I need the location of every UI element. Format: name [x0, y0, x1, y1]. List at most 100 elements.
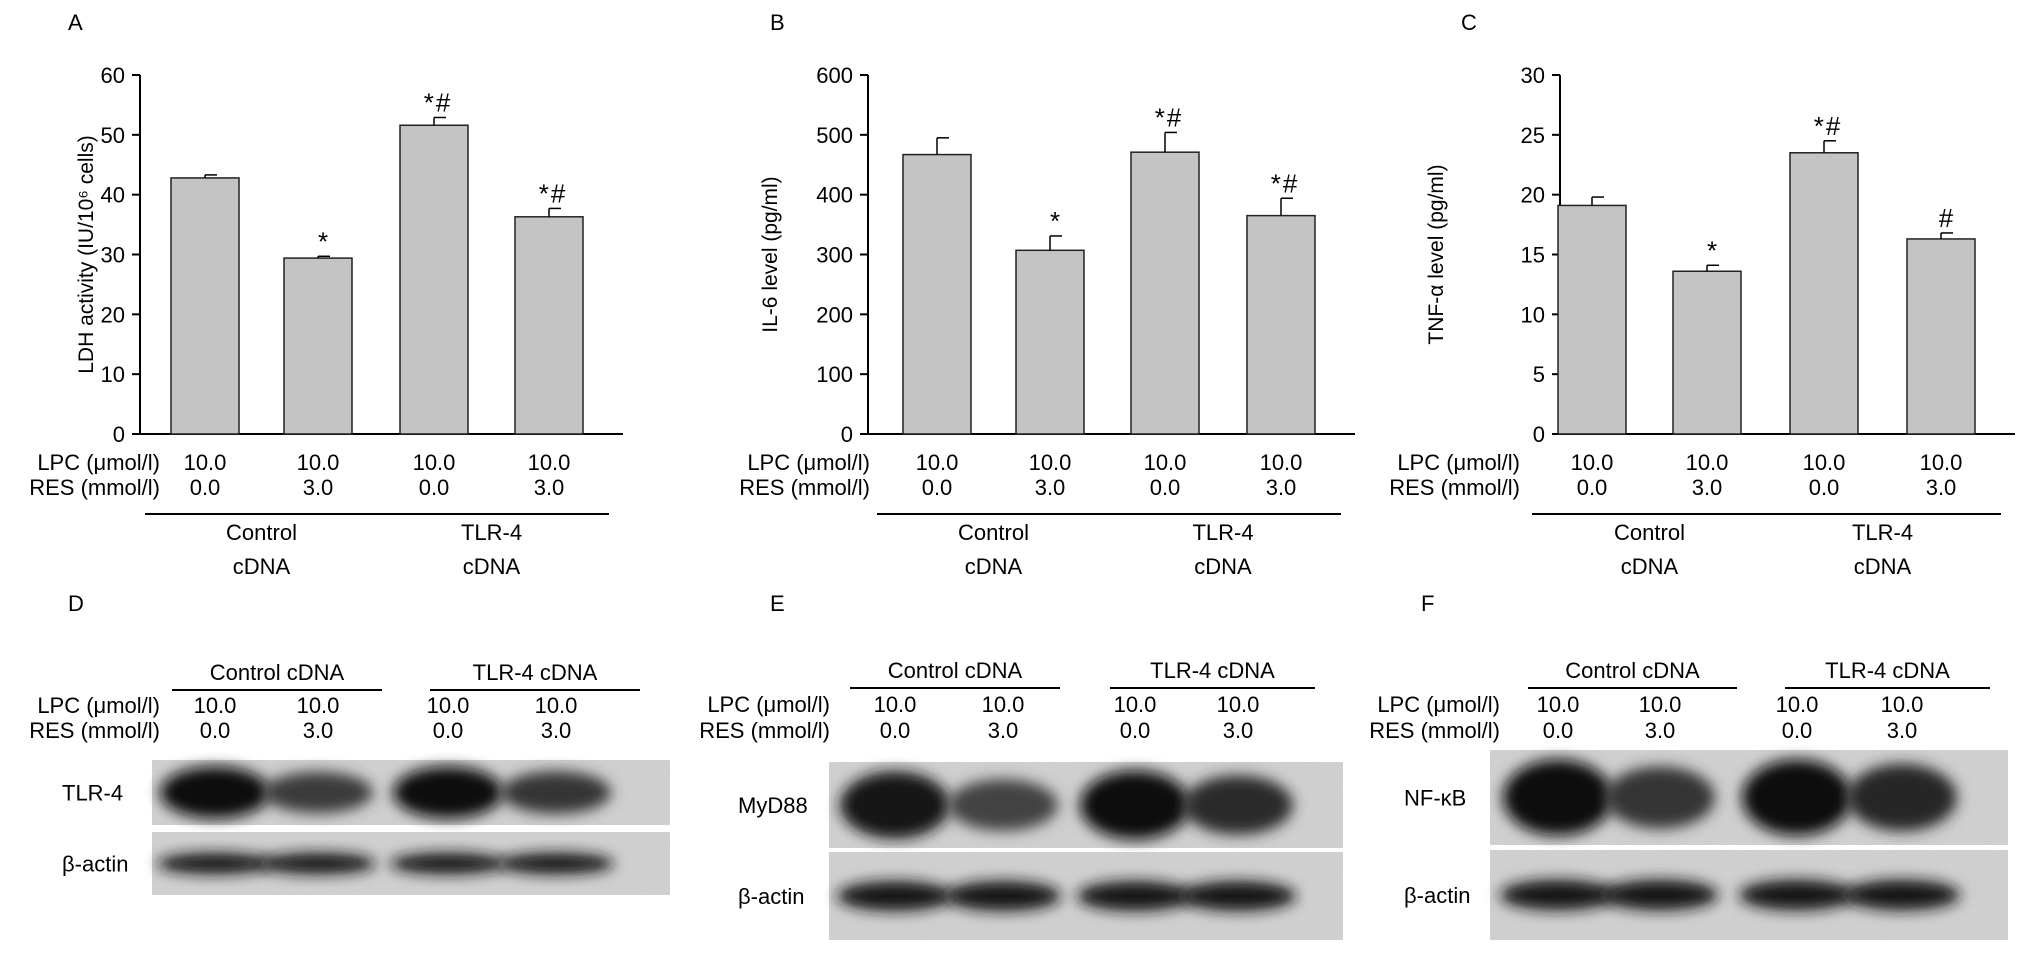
y-tick-label: 500 [816, 123, 853, 148]
group-label: Control [226, 520, 297, 545]
blot-band [157, 852, 273, 875]
lpc-value: 10.0 [1776, 692, 1819, 717]
lpc-row-label: LPC (μmol/l) [707, 692, 830, 717]
y-tick-label: 200 [816, 302, 853, 327]
blot-band [1183, 775, 1293, 835]
group-label: TLR-4 cDNA [1150, 658, 1275, 683]
significance-mark: *# [424, 87, 453, 117]
lpc-value: 10.0 [1639, 692, 1682, 717]
loading-control-label: β-actin [738, 884, 804, 909]
chart-panel-b: B 0 100 200 300 400 500 600 IL-6 level (pg/ml) * *… [739, 10, 1355, 579]
y-tick-label: 25 [1521, 123, 1545, 148]
lpc-value: 10.0 [1029, 450, 1072, 475]
bar [1130, 151, 1200, 435]
panel-label: F [1421, 591, 1434, 616]
blot-band [948, 779, 1058, 831]
res-value: 0.0 [1120, 718, 1151, 743]
lpc-value: 10.0 [1803, 450, 1846, 475]
blot-band [260, 852, 376, 875]
y-tick-label: 5 [1533, 362, 1545, 387]
blot-band [390, 852, 506, 875]
res-value: 0.0 [419, 475, 450, 500]
blot-panel-d: D Control cDNA TLR-4 cDNA LPC (μmol/l)RES (… [29, 591, 670, 895]
res-value: 3.0 [1266, 475, 1297, 500]
significance-mark: *# [1271, 168, 1300, 198]
res-value: 0.0 [1577, 475, 1608, 500]
protein-label: TLR-4 [62, 781, 123, 806]
group-label: Control [958, 520, 1029, 545]
group-label: cDNA [1854, 554, 1912, 579]
lpc-value: 10.0 [982, 692, 1025, 717]
group-label: Control cDNA [1565, 658, 1700, 683]
lpc-value: 10.0 [1920, 450, 1963, 475]
blot-band [1077, 881, 1193, 911]
significance-mark: *# [539, 178, 568, 208]
lpc-value: 10.0 [184, 450, 227, 475]
blot-band [837, 881, 953, 911]
blot-band [1500, 879, 1616, 911]
y-tick-label: 0 [113, 422, 125, 447]
lpc-row-label: LPC (μmol/l) [747, 450, 870, 475]
lpc-value: 10.0 [1571, 450, 1614, 475]
lpc-value: 10.0 [528, 450, 571, 475]
res-value: 3.0 [1223, 718, 1254, 743]
res-value: 0.0 [190, 475, 221, 500]
loading-control-label: β-actin [62, 852, 128, 877]
lpc-value: 10.0 [413, 450, 456, 475]
res-value: 0.0 [1150, 475, 1181, 500]
blot-band [1180, 881, 1296, 911]
y-axis-title: TNF-α level (pg/ml) [1425, 164, 1448, 344]
chart-panel-a: A 0 10 20 30 40 50 60 LDH activity (IU/10⁶ cells… [29, 10, 623, 579]
blot-band [160, 766, 270, 819]
significance-mark: * [1050, 206, 1062, 236]
lpc-value: 10.0 [1881, 692, 1924, 717]
blot-band [1742, 759, 1852, 836]
res-row-label: RES (mmol/l) [29, 475, 160, 500]
lpc-value: 10.0 [1114, 692, 1157, 717]
res-row-label: RES (mmol/l) [1389, 475, 1520, 500]
y-tick-label: 20 [1521, 183, 1545, 208]
res-value: 3.0 [1035, 475, 1066, 500]
lpc-value: 10.0 [1537, 692, 1580, 717]
blot-panel-e: E Control cDNA TLR-4 cDNA LPC (μmol/l)RES (… [699, 591, 1343, 940]
y-tick-label: 20 [101, 302, 125, 327]
res-value: 3.0 [303, 718, 334, 743]
lpc-row-label: LPC (μmol/l) [37, 693, 160, 718]
res-value: 0.0 [1809, 475, 1840, 500]
res-value: 3.0 [1645, 718, 1676, 743]
y-tick-label: 400 [816, 183, 853, 208]
y-tick-label: 40 [101, 183, 125, 208]
res-value: 0.0 [880, 718, 911, 743]
y-tick-label: 10 [101, 362, 125, 387]
bar [1789, 152, 1859, 435]
panel-label: C [1461, 10, 1477, 35]
blot-band [840, 771, 950, 839]
blot-band [945, 881, 1061, 911]
group-label: Control [1614, 520, 1685, 545]
bar [399, 124, 469, 435]
blot-band [1605, 766, 1715, 829]
loading-control-label: β-actin [1404, 883, 1470, 908]
res-value: 0.0 [433, 718, 464, 743]
y-tick-label: 30 [101, 243, 125, 268]
panel-label: E [770, 591, 785, 616]
y-tick-label: 50 [101, 123, 125, 148]
panel-label: A [68, 10, 83, 35]
significance-mark: *# [1814, 111, 1843, 141]
lpc-value: 10.0 [916, 450, 959, 475]
lpc-value: 10.0 [1144, 450, 1187, 475]
bar [1015, 249, 1085, 435]
bar [1906, 238, 1976, 435]
lpc-row-label: LPC (μmol/l) [1377, 692, 1500, 717]
res-value: 3.0 [988, 718, 1019, 743]
blot-band [1739, 879, 1855, 911]
significance-mark: * [318, 226, 330, 256]
chart-panel-c: C 0 5 10 15 20 25 30 TNF-α level (pg/ml) * *# # LPC … [1389, 10, 2015, 579]
lpc-value: 10.0 [1217, 692, 1260, 717]
lpc-value: 10.0 [297, 450, 340, 475]
bar [1557, 204, 1627, 435]
lpc-value: 10.0 [194, 693, 237, 718]
res-value: 3.0 [541, 718, 572, 743]
y-axis-title: LDH activity (IU/10⁶ cells) [75, 135, 98, 374]
